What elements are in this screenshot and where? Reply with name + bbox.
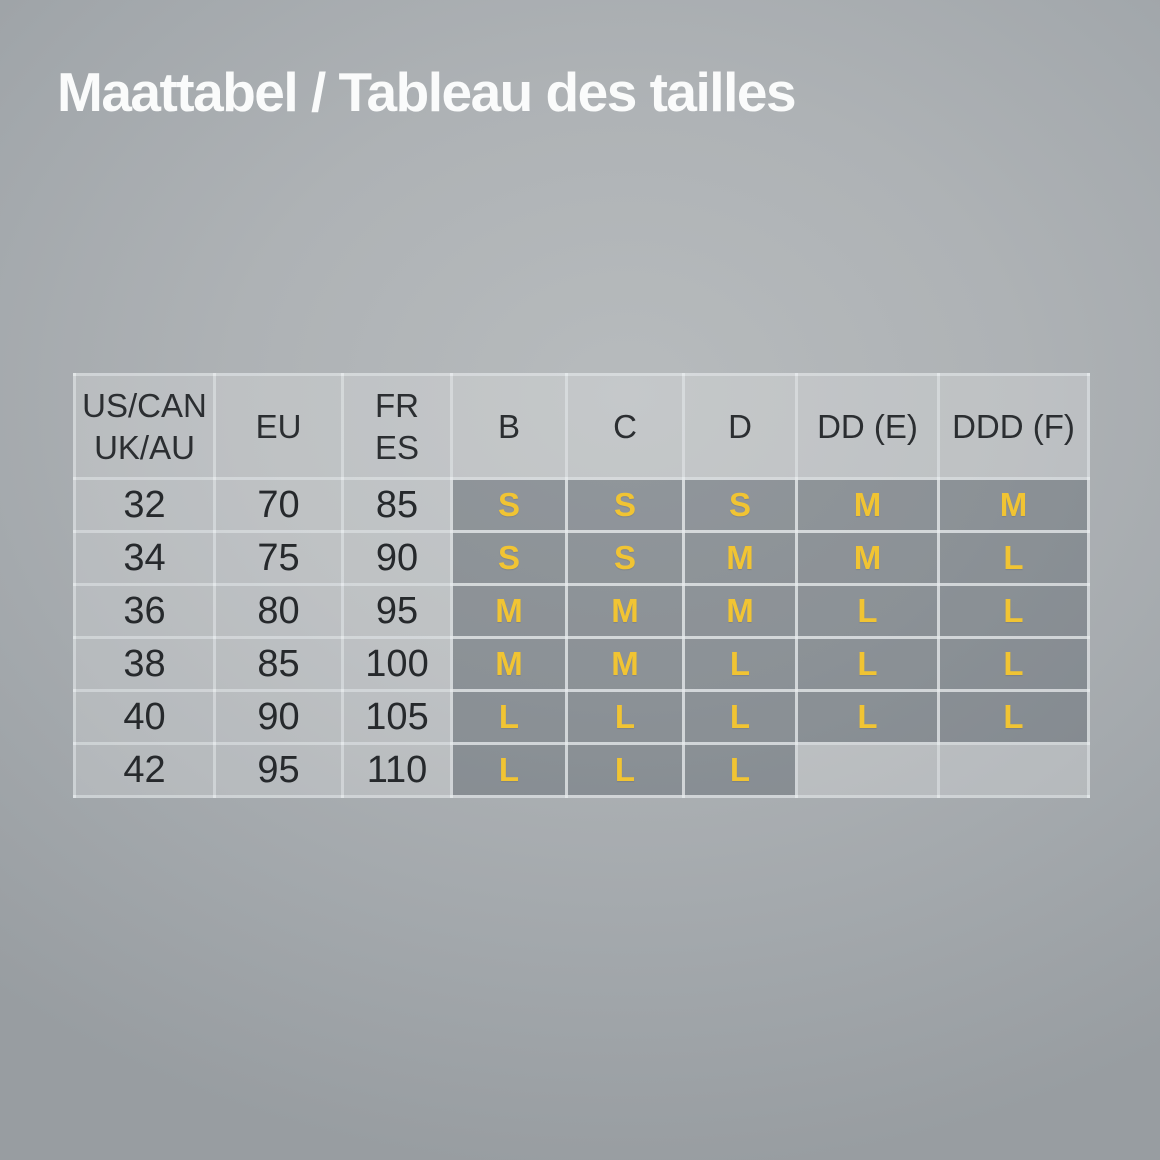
band-size-cell: 100 <box>341 636 453 692</box>
band-size-cell: 70 <box>213 477 344 533</box>
band-size-cell: 95 <box>213 742 344 798</box>
size-letter-cell: L <box>937 689 1090 745</box>
band-size-cell: 38 <box>73 636 216 692</box>
empty-size-cell <box>937 742 1090 798</box>
size-letter-cell: L <box>682 742 798 798</box>
size-letter-cell: M <box>565 583 685 639</box>
size-letter-cell: L <box>565 742 685 798</box>
size-letter-cell: M <box>795 530 940 586</box>
size-letter-cell: L <box>795 636 940 692</box>
table-row-38: 38 85 100 M M L L L <box>73 636 1090 692</box>
table-header-row: US/CAN UK/AU EU FR ES B C D DD (E) DDD (… <box>73 373 1090 480</box>
size-letter-cell: L <box>937 636 1090 692</box>
band-size-cell: 36 <box>73 583 216 639</box>
band-size-cell: 85 <box>341 477 453 533</box>
band-size-cell: 80 <box>213 583 344 639</box>
size-letter-cell: L <box>795 583 940 639</box>
size-letter-cell: M <box>450 583 568 639</box>
size-letter-cell: L <box>450 742 568 798</box>
size-letter-cell: L <box>795 689 940 745</box>
band-size-cell: 90 <box>213 689 344 745</box>
size-letter-cell: M <box>682 583 798 639</box>
table-row-34: 34 75 90 S S M M L <box>73 530 1090 586</box>
size-letter-cell: S <box>682 477 798 533</box>
column-header-us-can-uk-au: US/CAN UK/AU <box>73 373 216 480</box>
size-letter-cell: L <box>565 689 685 745</box>
size-letter-cell: M <box>450 636 568 692</box>
column-header-cup-d: D <box>682 373 798 480</box>
size-letter-cell: L <box>937 530 1090 586</box>
band-size-cell: 40 <box>73 689 216 745</box>
size-letter-cell: S <box>450 477 568 533</box>
band-size-cell: 75 <box>213 530 344 586</box>
band-size-cell: 34 <box>73 530 216 586</box>
size-letter-cell: L <box>682 636 798 692</box>
column-header-cup-dd-e: DD (E) <box>795 373 940 480</box>
size-letter-cell: S <box>450 530 568 586</box>
size-letter-cell: L <box>450 689 568 745</box>
size-letter-cell: L <box>937 583 1090 639</box>
band-size-cell: 85 <box>213 636 344 692</box>
band-size-cell: 110 <box>341 742 453 798</box>
column-header-cup-c: C <box>565 373 685 480</box>
table-row-36: 36 80 95 M M M L L <box>73 583 1090 639</box>
size-letter-cell: S <box>565 530 685 586</box>
empty-size-cell <box>795 742 940 798</box>
size-letter-cell: M <box>565 636 685 692</box>
table-row-42: 42 95 110 L L L <box>73 742 1090 798</box>
column-header-eu: EU <box>213 373 344 480</box>
size-letter-cell: M <box>795 477 940 533</box>
band-size-cell: 90 <box>341 530 453 586</box>
size-chart-table: US/CAN UK/AU EU FR ES B C D DD (E) DDD (… <box>73 373 1090 798</box>
table-row-32: 32 70 85 S S S M M <box>73 477 1090 533</box>
column-header-fr-es: FR ES <box>341 373 453 480</box>
band-size-cell: 95 <box>341 583 453 639</box>
column-header-cup-ddd-f: DDD (F) <box>937 373 1090 480</box>
size-letter-cell: M <box>937 477 1090 533</box>
page-title: Maattabel / Tableau des tailles <box>57 61 797 123</box>
band-size-cell: 42 <box>73 742 216 798</box>
size-letter-cell: M <box>682 530 798 586</box>
band-size-cell: 105 <box>341 689 453 745</box>
size-letter-cell: L <box>682 689 798 745</box>
table-row-40: 40 90 105 L L L L L <box>73 689 1090 745</box>
size-letter-cell: S <box>565 477 685 533</box>
band-size-cell: 32 <box>73 477 216 533</box>
column-header-cup-b: B <box>450 373 568 480</box>
